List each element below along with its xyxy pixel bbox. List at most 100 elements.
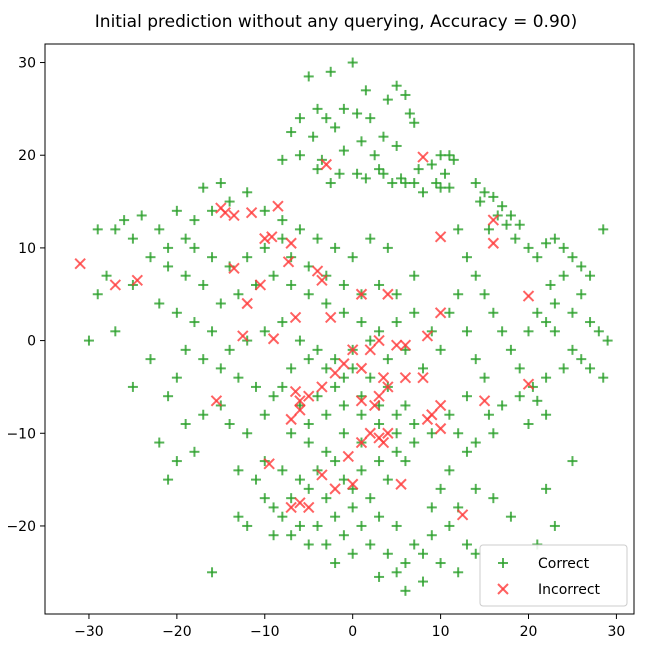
correct-point bbox=[400, 558, 411, 569]
correct-point bbox=[268, 391, 279, 402]
correct-point bbox=[338, 103, 349, 114]
correct-point bbox=[303, 539, 314, 550]
correct-point bbox=[567, 252, 578, 263]
correct-point bbox=[338, 307, 349, 318]
incorrect-point bbox=[303, 390, 315, 402]
correct-point bbox=[391, 80, 402, 91]
correct-point bbox=[409, 178, 420, 189]
incorrect-point bbox=[522, 378, 535, 390]
correct-point bbox=[207, 205, 218, 216]
incorrect-point bbox=[263, 458, 275, 470]
correct-point bbox=[501, 219, 512, 230]
correct-point bbox=[400, 585, 411, 596]
correct-point bbox=[365, 539, 376, 550]
correct-point bbox=[312, 103, 323, 114]
incorrect-point bbox=[329, 483, 341, 495]
incorrect-point bbox=[285, 501, 297, 514]
correct-point bbox=[92, 289, 103, 300]
correct-point bbox=[180, 344, 191, 355]
correct-point bbox=[312, 164, 323, 175]
correct-point bbox=[479, 187, 490, 198]
correct-point bbox=[312, 520, 323, 531]
correct-point bbox=[453, 224, 464, 235]
correct-point bbox=[356, 520, 367, 531]
correct-point bbox=[145, 354, 156, 365]
correct-point bbox=[541, 317, 552, 328]
y-tick-label: 30 bbox=[18, 56, 36, 72]
y-tick-label: 0 bbox=[27, 334, 36, 350]
correct-point bbox=[189, 446, 200, 457]
legend-label-correct: Correct bbox=[538, 556, 590, 572]
y-tick-label: −10 bbox=[6, 426, 36, 442]
correct-point bbox=[154, 298, 165, 309]
correct-point bbox=[325, 66, 336, 77]
correct-point bbox=[435, 483, 446, 494]
correct-point bbox=[444, 182, 455, 193]
correct-point bbox=[356, 409, 367, 420]
incorrect-point bbox=[346, 344, 359, 356]
correct-point bbox=[558, 270, 569, 281]
incorrect-point bbox=[259, 232, 271, 245]
correct-point bbox=[233, 372, 244, 383]
correct-point bbox=[198, 279, 209, 290]
legend-marker-correct bbox=[498, 558, 508, 568]
correct-point bbox=[488, 191, 499, 202]
correct-point bbox=[154, 437, 165, 448]
correct-point bbox=[483, 409, 494, 420]
correct-point bbox=[505, 210, 516, 221]
correct-point bbox=[330, 511, 341, 522]
correct-point bbox=[268, 530, 279, 541]
incorrect-point bbox=[294, 395, 306, 407]
correct-point bbox=[189, 317, 200, 328]
correct-point bbox=[435, 558, 446, 569]
correct-point bbox=[558, 363, 569, 374]
incorrect-point bbox=[285, 237, 297, 249]
correct-point bbox=[497, 326, 508, 337]
correct-point bbox=[488, 307, 499, 318]
correct-point bbox=[233, 465, 244, 476]
correct-point bbox=[374, 164, 385, 175]
incorrect-point bbox=[320, 158, 333, 171]
correct-point bbox=[523, 419, 534, 429]
correct-point bbox=[110, 326, 121, 337]
incorrect-point bbox=[355, 395, 368, 407]
x-tick-label: 20 bbox=[520, 624, 538, 640]
correct-point bbox=[312, 344, 323, 355]
correct-point bbox=[391, 567, 402, 578]
correct-point bbox=[286, 493, 297, 504]
correct-point bbox=[488, 428, 499, 439]
correct-point bbox=[365, 372, 376, 383]
correct-point bbox=[171, 456, 182, 467]
correct-point bbox=[294, 150, 305, 161]
correct-point bbox=[303, 437, 314, 448]
correct-point bbox=[374, 511, 385, 522]
correct-point bbox=[321, 539, 332, 550]
correct-point bbox=[198, 182, 209, 193]
correct-point bbox=[347, 363, 358, 374]
correct-point bbox=[180, 270, 191, 281]
correct-point bbox=[312, 233, 323, 244]
correct-point bbox=[294, 520, 305, 531]
correct-point bbox=[360, 85, 371, 96]
incorrect-point bbox=[210, 395, 223, 407]
incorrect-point bbox=[390, 339, 403, 351]
correct-point bbox=[505, 344, 516, 355]
correct-point bbox=[338, 279, 349, 290]
correct-point bbox=[145, 252, 156, 263]
incorrect-point bbox=[109, 279, 122, 291]
incorrect-point bbox=[364, 344, 376, 356]
incorrect-point bbox=[382, 288, 394, 300]
correct-point bbox=[409, 117, 420, 128]
plot-frame bbox=[44, 43, 635, 615]
correct-point bbox=[391, 446, 402, 457]
correct-point bbox=[136, 210, 147, 221]
correct-point bbox=[189, 215, 200, 226]
correct-point bbox=[224, 196, 235, 207]
x-tick-label: 0 bbox=[348, 624, 357, 640]
correct-point bbox=[356, 317, 367, 328]
correct-point bbox=[598, 372, 609, 383]
correct-point bbox=[510, 233, 521, 244]
incorrect-point bbox=[421, 330, 434, 342]
correct-point bbox=[259, 456, 270, 467]
correct-point bbox=[461, 446, 472, 457]
